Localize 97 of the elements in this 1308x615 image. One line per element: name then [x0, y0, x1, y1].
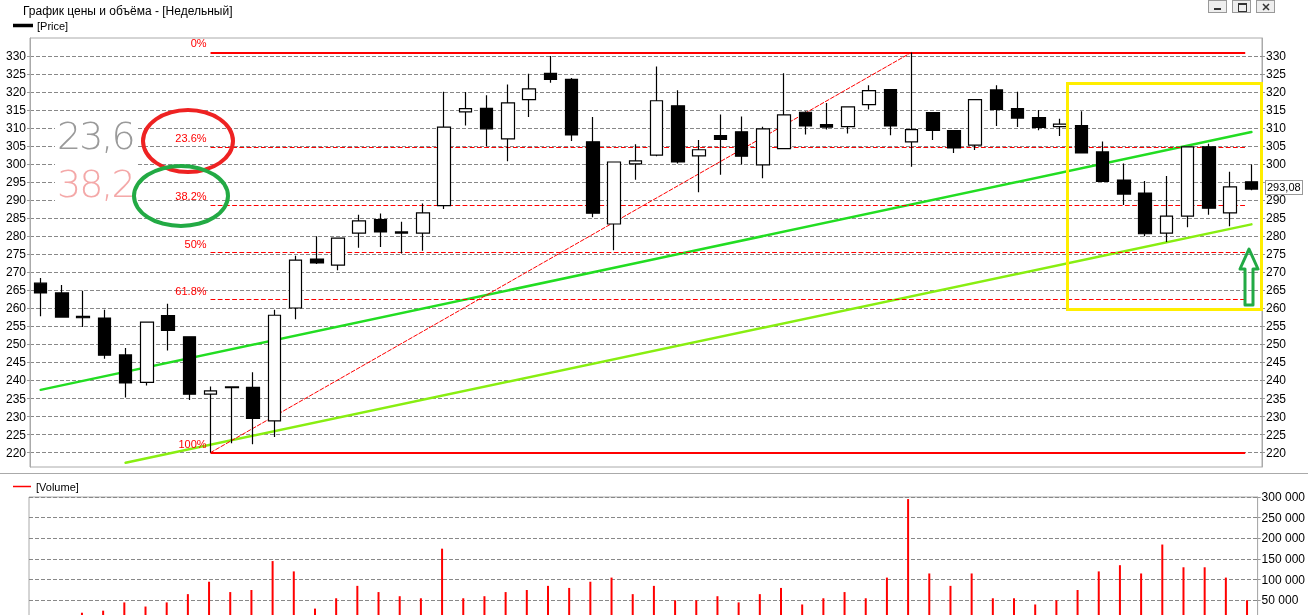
candlestick — [33, 277, 48, 317]
candlestick — [628, 143, 643, 181]
y-tick-label: 255 — [5, 319, 27, 334]
text: 293,08 — [1265, 180, 1303, 195]
y-tick-label: 300 — [5, 157, 27, 172]
legend-label: [Price] — [37, 19, 69, 32]
chart-title: График цены и объёма - [Недельный] — [23, 4, 233, 18]
y-tick-label: 265 — [5, 283, 27, 298]
candlestick — [224, 386, 240, 444]
candlestick — [734, 115, 749, 166]
annotation: 100% — [177, 437, 207, 451]
y-tick-label: 230 — [5, 409, 27, 424]
annotation: 23,6 — [55, 112, 136, 160]
candlestick — [245, 371, 261, 445]
candlestick — [1159, 175, 1174, 243]
y-tick-label: 330 — [5, 49, 27, 64]
candlestick — [904, 51, 919, 168]
candlestick — [543, 55, 558, 84]
candlestick — [755, 126, 771, 179]
y-tick-label: 295 — [5, 175, 27, 190]
candlestick — [564, 77, 579, 142]
y-tick-label: 270 — [5, 265, 27, 280]
candlestick — [330, 237, 346, 271]
y-tick-label: 150 000 — [1261, 552, 1306, 566]
y-tick-label: 290 — [5, 193, 27, 208]
candlestick — [1244, 163, 1259, 191]
y-tick-label: 250 — [5, 337, 27, 352]
y-tick-label: 285 — [5, 211, 27, 226]
candlestick — [139, 321, 155, 387]
candlestick — [97, 309, 112, 360]
candlestick — [946, 130, 962, 154]
candlestick — [521, 73, 537, 118]
y-tick-label: 235 — [5, 391, 27, 406]
y-tick-label: 50 000 — [1261, 593, 1299, 608]
y-tick-label: 310 — [5, 121, 27, 136]
candlestick — [351, 214, 367, 249]
y-tick-label: 250 000 — [1261, 510, 1306, 525]
annotation: 50% — [183, 237, 207, 251]
y-tick-label: 245 — [5, 355, 27, 370]
legend-label: [Volume] — [36, 480, 79, 493]
candlestick — [182, 336, 197, 401]
y-tick-label: 325 — [5, 67, 27, 82]
candlestick — [670, 89, 686, 165]
candlestick — [1201, 143, 1217, 216]
candlestick — [967, 99, 983, 151]
candlestick — [1222, 171, 1238, 227]
annotation: 61.8% — [174, 284, 207, 298]
candlestick — [309, 235, 325, 265]
candlestick — [1095, 140, 1110, 183]
candlestick — [500, 83, 516, 162]
y-tick-label: 100 000 — [1261, 572, 1306, 587]
candlestick — [118, 347, 133, 399]
candlestick — [458, 91, 473, 127]
y-tick-label: 280 — [5, 229, 27, 244]
candlestick — [691, 139, 707, 193]
annotation: 38,2 — [55, 160, 136, 208]
candlestick — [160, 303, 176, 352]
candlestick — [713, 113, 728, 176]
candlestick — [649, 65, 664, 157]
candlestick — [1137, 180, 1153, 237]
candlestick — [267, 309, 282, 438]
annotation: 23.6% — [174, 131, 207, 145]
candlestick — [288, 255, 303, 320]
y-tick-label: 315 — [5, 103, 27, 118]
candlestick — [585, 116, 601, 218]
candlestick — [1180, 146, 1195, 228]
candlestick — [989, 84, 1004, 127]
y-tick-label: 305 — [5, 139, 27, 154]
y-tick-label: 260 — [5, 301, 27, 316]
candlestick — [373, 212, 388, 248]
annotation: 38.2% — [174, 190, 207, 204]
candlestick — [925, 112, 941, 141]
candlestick — [819, 102, 834, 131]
y-tick-label: 225 — [5, 427, 27, 442]
annotation: 0% — [189, 37, 207, 51]
candlestick — [776, 72, 792, 150]
y-tick-label: 300 000 — [1261, 490, 1306, 504]
candlestick — [415, 202, 431, 252]
candlestick — [75, 290, 91, 328]
y-tick-label: 320 — [5, 85, 27, 100]
y-tick-label: 220 — [5, 445, 27, 460]
candlestick — [883, 88, 898, 136]
candlestick — [479, 94, 494, 147]
candlestick — [1010, 91, 1025, 128]
candlestick — [840, 106, 856, 135]
candlestick — [54, 284, 70, 318]
candlestick — [606, 161, 622, 251]
candlestick — [1074, 110, 1089, 154]
candlestick — [436, 91, 452, 210]
candlestick — [861, 84, 877, 110]
candlestick — [1116, 162, 1132, 206]
y-tick-label: 275 — [5, 247, 27, 262]
y-tick-label: 240 — [5, 373, 27, 388]
y-tick-label: 200 000 — [1261, 531, 1306, 546]
candlestick — [394, 221, 409, 255]
candlestick — [1031, 109, 1047, 131]
candlestick — [798, 110, 813, 136]
